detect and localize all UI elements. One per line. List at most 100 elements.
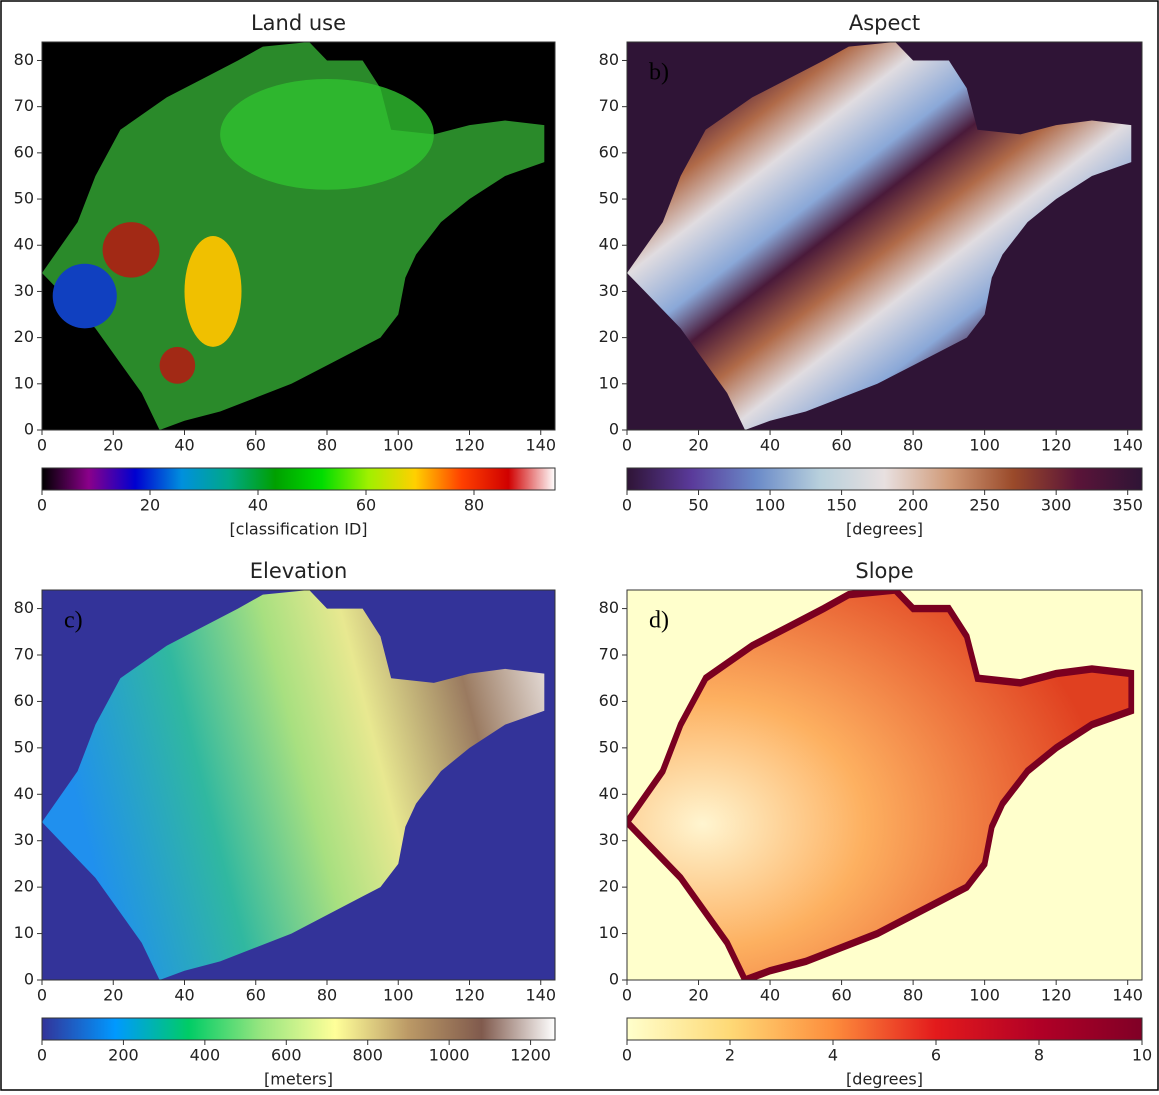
x-tick-label: 100: [969, 436, 1000, 455]
colorbar-label: [classification ID]: [229, 520, 367, 539]
x-tick-label: 40: [760, 986, 780, 1005]
y-tick-label: 80: [14, 50, 34, 69]
y-tick-label: 20: [599, 327, 619, 346]
y-tick-label: 30: [14, 281, 34, 300]
x-tick-label: 140: [525, 986, 556, 1005]
y-tick-label: 40: [599, 235, 619, 254]
y-tick-label: 10: [14, 923, 34, 942]
y-tick-label: 80: [599, 598, 619, 617]
colorbar-tick-label: 10: [1132, 1046, 1152, 1065]
y-tick-label: 70: [599, 645, 619, 664]
x-tick-label: 80: [317, 986, 337, 1005]
y-tick-label: 50: [14, 737, 34, 756]
panel-title: Aspect: [849, 11, 920, 35]
panel-label: a): [64, 60, 83, 86]
y-tick-label: 10: [14, 373, 34, 392]
colorbar-tick-label: 2: [725, 1046, 735, 1065]
y-tick-label: 60: [14, 142, 34, 161]
colorbar-tick-label: 60: [356, 496, 376, 515]
colorbar-tick-label: 100: [755, 496, 786, 515]
x-tick-label: 40: [760, 436, 780, 455]
panel-title: Slope: [855, 559, 913, 583]
y-tick-label: 40: [14, 784, 34, 803]
colorbar-tick-label: 1000: [429, 1046, 470, 1065]
colorbar-tick-label: 0: [622, 496, 632, 515]
colorbar-tick-label: 300: [1041, 496, 1072, 515]
colorbar-label: [degrees]: [846, 1070, 923, 1089]
y-tick-label: 80: [599, 50, 619, 69]
x-tick-label: 60: [246, 986, 266, 1005]
y-tick-label: 40: [14, 235, 34, 254]
y-tick-label: 10: [599, 923, 619, 942]
x-tick-label: 0: [622, 436, 632, 455]
colorbar-tick-label: 50: [688, 496, 708, 515]
figure: Land usea)020406080100120140010203040506…: [0, 0, 1159, 1091]
y-tick-label: 10: [599, 373, 619, 392]
y-tick-label: 70: [14, 645, 34, 664]
x-tick-label: 40: [174, 436, 194, 455]
panel-title: Elevation: [250, 559, 348, 583]
colorbar-tick-label: 0: [622, 1046, 632, 1065]
colorbar-label: [degrees]: [846, 520, 923, 539]
x-tick-label: 40: [174, 986, 194, 1005]
x-tick-label: 120: [1041, 986, 1072, 1005]
panel-label: b): [649, 60, 669, 86]
y-tick-label: 60: [14, 691, 34, 710]
slope-map: [627, 590, 1142, 980]
x-tick-label: 60: [831, 436, 851, 455]
y-tick-label: 0: [24, 970, 34, 989]
colorbar-tick-label: 400: [190, 1046, 221, 1065]
y-tick-label: 60: [599, 142, 619, 161]
y-tick-label: 0: [609, 420, 619, 439]
colorbar: [42, 1018, 555, 1040]
y-tick-label: 50: [14, 189, 34, 208]
panel-label: d): [649, 608, 669, 634]
colorbar-tick-label: 8: [1034, 1046, 1044, 1065]
y-tick-label: 50: [599, 737, 619, 756]
y-tick-label: 80: [14, 598, 34, 617]
y-tick-label: 0: [609, 970, 619, 989]
colorbar-tick-label: 200: [898, 496, 929, 515]
y-tick-label: 0: [24, 420, 34, 439]
y-tick-label: 70: [14, 96, 34, 115]
aspect-map: [627, 42, 1142, 430]
x-tick-label: 20: [688, 986, 708, 1005]
elevation-map: [42, 590, 555, 980]
colorbar-tick-label: 600: [271, 1046, 302, 1065]
x-tick-label: 80: [317, 436, 337, 455]
x-tick-label: 100: [969, 986, 1000, 1005]
x-tick-label: 80: [903, 436, 923, 455]
land-use-map: [42, 42, 555, 430]
colorbar-tick-label: 40: [248, 496, 268, 515]
y-tick-label: 20: [599, 877, 619, 896]
x-tick-label: 80: [903, 986, 923, 1005]
x-tick-label: 140: [1112, 986, 1143, 1005]
colorbar-tick-label: 0: [37, 496, 47, 515]
panel-label: c): [64, 608, 83, 634]
colorbar-tick-label: 80: [464, 496, 484, 515]
colorbar-tick-label: 200: [108, 1046, 139, 1065]
colorbar-tick-label: 250: [969, 496, 1000, 515]
x-tick-label: 100: [383, 986, 414, 1005]
colorbar-tick-label: 6: [931, 1046, 941, 1065]
colorbar-tick-label: 0: [37, 1046, 47, 1065]
y-tick-label: 70: [599, 96, 619, 115]
x-tick-label: 120: [1041, 436, 1072, 455]
y-tick-label: 20: [14, 877, 34, 896]
colorbar-label: [meters]: [264, 1070, 333, 1089]
colorbar: [42, 468, 555, 490]
y-tick-label: 30: [599, 830, 619, 849]
x-tick-label: 20: [688, 436, 708, 455]
y-tick-label: 40: [599, 784, 619, 803]
panel-title: Land use: [251, 11, 346, 35]
colorbar: [627, 468, 1142, 490]
colorbar-tick-label: 4: [828, 1046, 838, 1065]
y-tick-label: 20: [14, 327, 34, 346]
x-tick-label: 120: [454, 986, 485, 1005]
y-tick-label: 30: [14, 830, 34, 849]
colorbar-tick-label: 350: [1112, 496, 1143, 515]
y-tick-label: 50: [599, 189, 619, 208]
x-tick-label: 0: [37, 436, 47, 455]
x-tick-label: 20: [103, 986, 123, 1005]
colorbar-tick-label: 150: [826, 496, 857, 515]
